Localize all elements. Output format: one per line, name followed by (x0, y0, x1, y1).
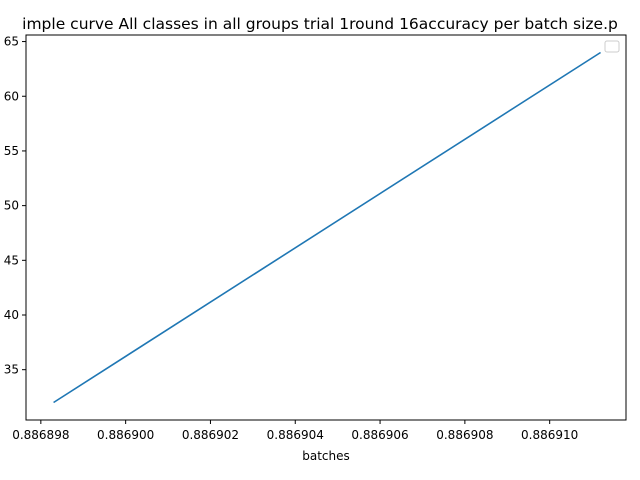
y-tick-label: 55 (4, 144, 19, 158)
x-axis: 0.886898 0.886900 0.886902 0.886904 0.886906… (12, 420, 578, 442)
y-tick-label: 50 (4, 199, 19, 213)
chart-title: imple curve All classes in all groups tr… (22, 15, 618, 33)
plot-series (53, 51, 601, 404)
x-axis-label: batches (302, 449, 350, 463)
legend-box (604, 40, 620, 53)
series-line-0 (53, 51, 601, 404)
y-tick-label: 45 (4, 253, 19, 267)
x-tick-label: 0.886908 (436, 428, 493, 442)
x-tick-label: 0.886906 (351, 428, 408, 442)
y-tick-label: 40 (4, 308, 19, 322)
x-tick-label: 0.886904 (267, 428, 324, 442)
x-tick-label: 0.886902 (182, 428, 239, 442)
x-tick-label: 0.886898 (12, 428, 69, 442)
y-axis: 35 40 45 50 55 60 65 (4, 35, 26, 377)
y-tick-label: 60 (4, 89, 19, 103)
plot-area-frame (25, 34, 627, 421)
x-tick-label: 0.886900 (97, 428, 154, 442)
x-tick-label: 0.886910 (521, 428, 578, 442)
y-tick-label: 65 (4, 35, 19, 49)
y-tick-label: 35 (4, 363, 19, 377)
legend (604, 40, 620, 53)
